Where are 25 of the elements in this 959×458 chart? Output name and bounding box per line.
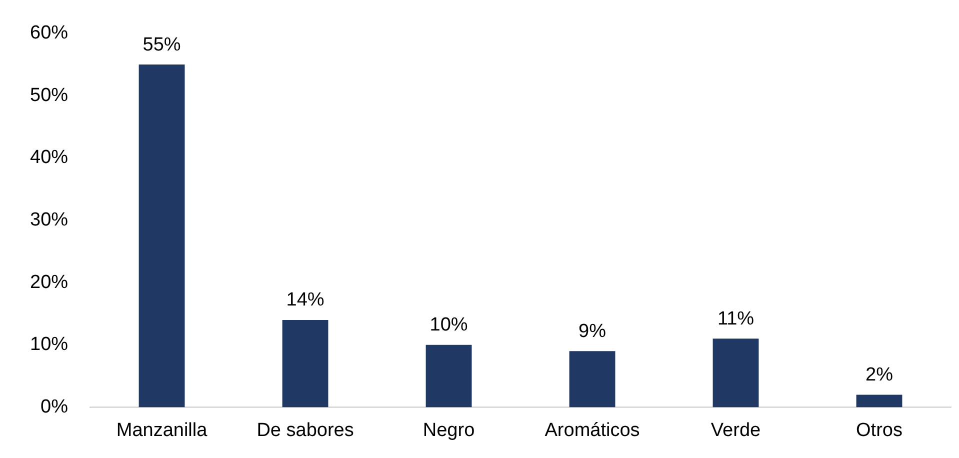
data-label: 10% [430, 314, 468, 336]
x-tick-label: De sabores [256, 420, 354, 441]
bar [856, 394, 902, 408]
x-tick-label: Otros [856, 420, 902, 441]
x-tick-label: Verde [710, 420, 761, 441]
bar [569, 351, 616, 408]
y-tick-label: 0% [40, 396, 68, 418]
y-tick-label: 10% [30, 334, 68, 356]
bar [138, 64, 185, 408]
data-label: 2% [866, 364, 894, 386]
y-tick-label: 60% [30, 22, 68, 44]
bar [282, 320, 328, 408]
y-tick-label: 20% [30, 272, 68, 293]
x-tick-label: Negro [422, 420, 475, 441]
data-label: 14% [286, 290, 324, 311]
data-label: 11% [717, 308, 754, 330]
x-tick-label: Aromáticos [544, 420, 640, 441]
data-label: 9% [578, 320, 606, 342]
y-tick-label: 40% [30, 147, 68, 168]
x-tick-label: Manzanilla [116, 420, 208, 441]
y-tick-label: 30% [30, 210, 68, 231]
data-label: 55% [142, 34, 181, 56]
y-tick-label: 50% [30, 84, 68, 106]
bar [712, 338, 759, 408]
bar [426, 344, 472, 408]
